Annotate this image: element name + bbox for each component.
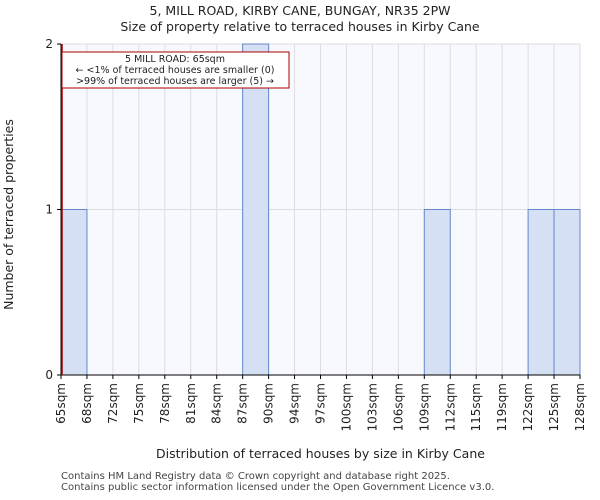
x-tick-label: 81sqm: [184, 383, 198, 424]
x-tick-label: 100sqm: [339, 383, 353, 431]
x-tick-label: 65sqm: [54, 383, 68, 424]
y-tick-label: 2: [45, 37, 53, 51]
x-tick-label: 122sqm: [521, 383, 535, 431]
bar: [423, 209, 451, 376]
x-tick-label: 106sqm: [391, 383, 405, 431]
x-tick-label: 94sqm: [288, 383, 302, 424]
x-tick-label: 78sqm: [158, 383, 172, 424]
annotation-box: [61, 51, 290, 89]
x-tick-label: 119sqm: [495, 383, 509, 431]
bar: [553, 209, 581, 376]
x-tick-label: 128sqm: [573, 383, 587, 431]
x-tick-label: 84sqm: [210, 383, 224, 424]
x-tick-label: 125sqm: [547, 383, 561, 431]
x-tick-label: 112sqm: [443, 383, 457, 431]
y-axis-label: Number of terraced properties: [1, 119, 16, 310]
annotation-line-1: 5 MILL ROAD: 65sqm: [125, 54, 225, 65]
x-tick-label: 115sqm: [469, 383, 483, 431]
chart-subtitle: Size of property relative to terraced ho…: [120, 19, 480, 34]
x-tick-label: 109sqm: [417, 383, 431, 431]
bar: [242, 43, 270, 376]
y-tick-label: 1: [45, 203, 53, 217]
x-tick-label: 103sqm: [365, 383, 379, 431]
x-tick-label: 72sqm: [106, 383, 120, 424]
x-axis-label: Distribution of terraced houses by size …: [156, 446, 485, 461]
x-tick-label: 68sqm: [80, 383, 94, 424]
chart-title: 5, MILL ROAD, KIRBY CANE, BUNGAY, NR35 2…: [149, 3, 451, 18]
footer-copyright: Contains HM Land Registry data © Crown c…: [61, 471, 450, 482]
x-tick-label: 75sqm: [132, 383, 146, 424]
x-tick-label: 97sqm: [314, 383, 328, 424]
y-tick-label: 0: [45, 368, 53, 382]
footer-licence: Contains public sector information licen…: [61, 482, 495, 493]
x-tick-label: 87sqm: [236, 383, 250, 424]
bar: [60, 209, 88, 376]
x-tick-label: 90sqm: [262, 383, 276, 424]
annotation-line-3: >99% of terraced houses are larger (5) →: [76, 76, 274, 87]
annotation-line-2: ← <1% of terraced houses are smaller (0): [76, 65, 275, 76]
bar: [527, 209, 555, 376]
